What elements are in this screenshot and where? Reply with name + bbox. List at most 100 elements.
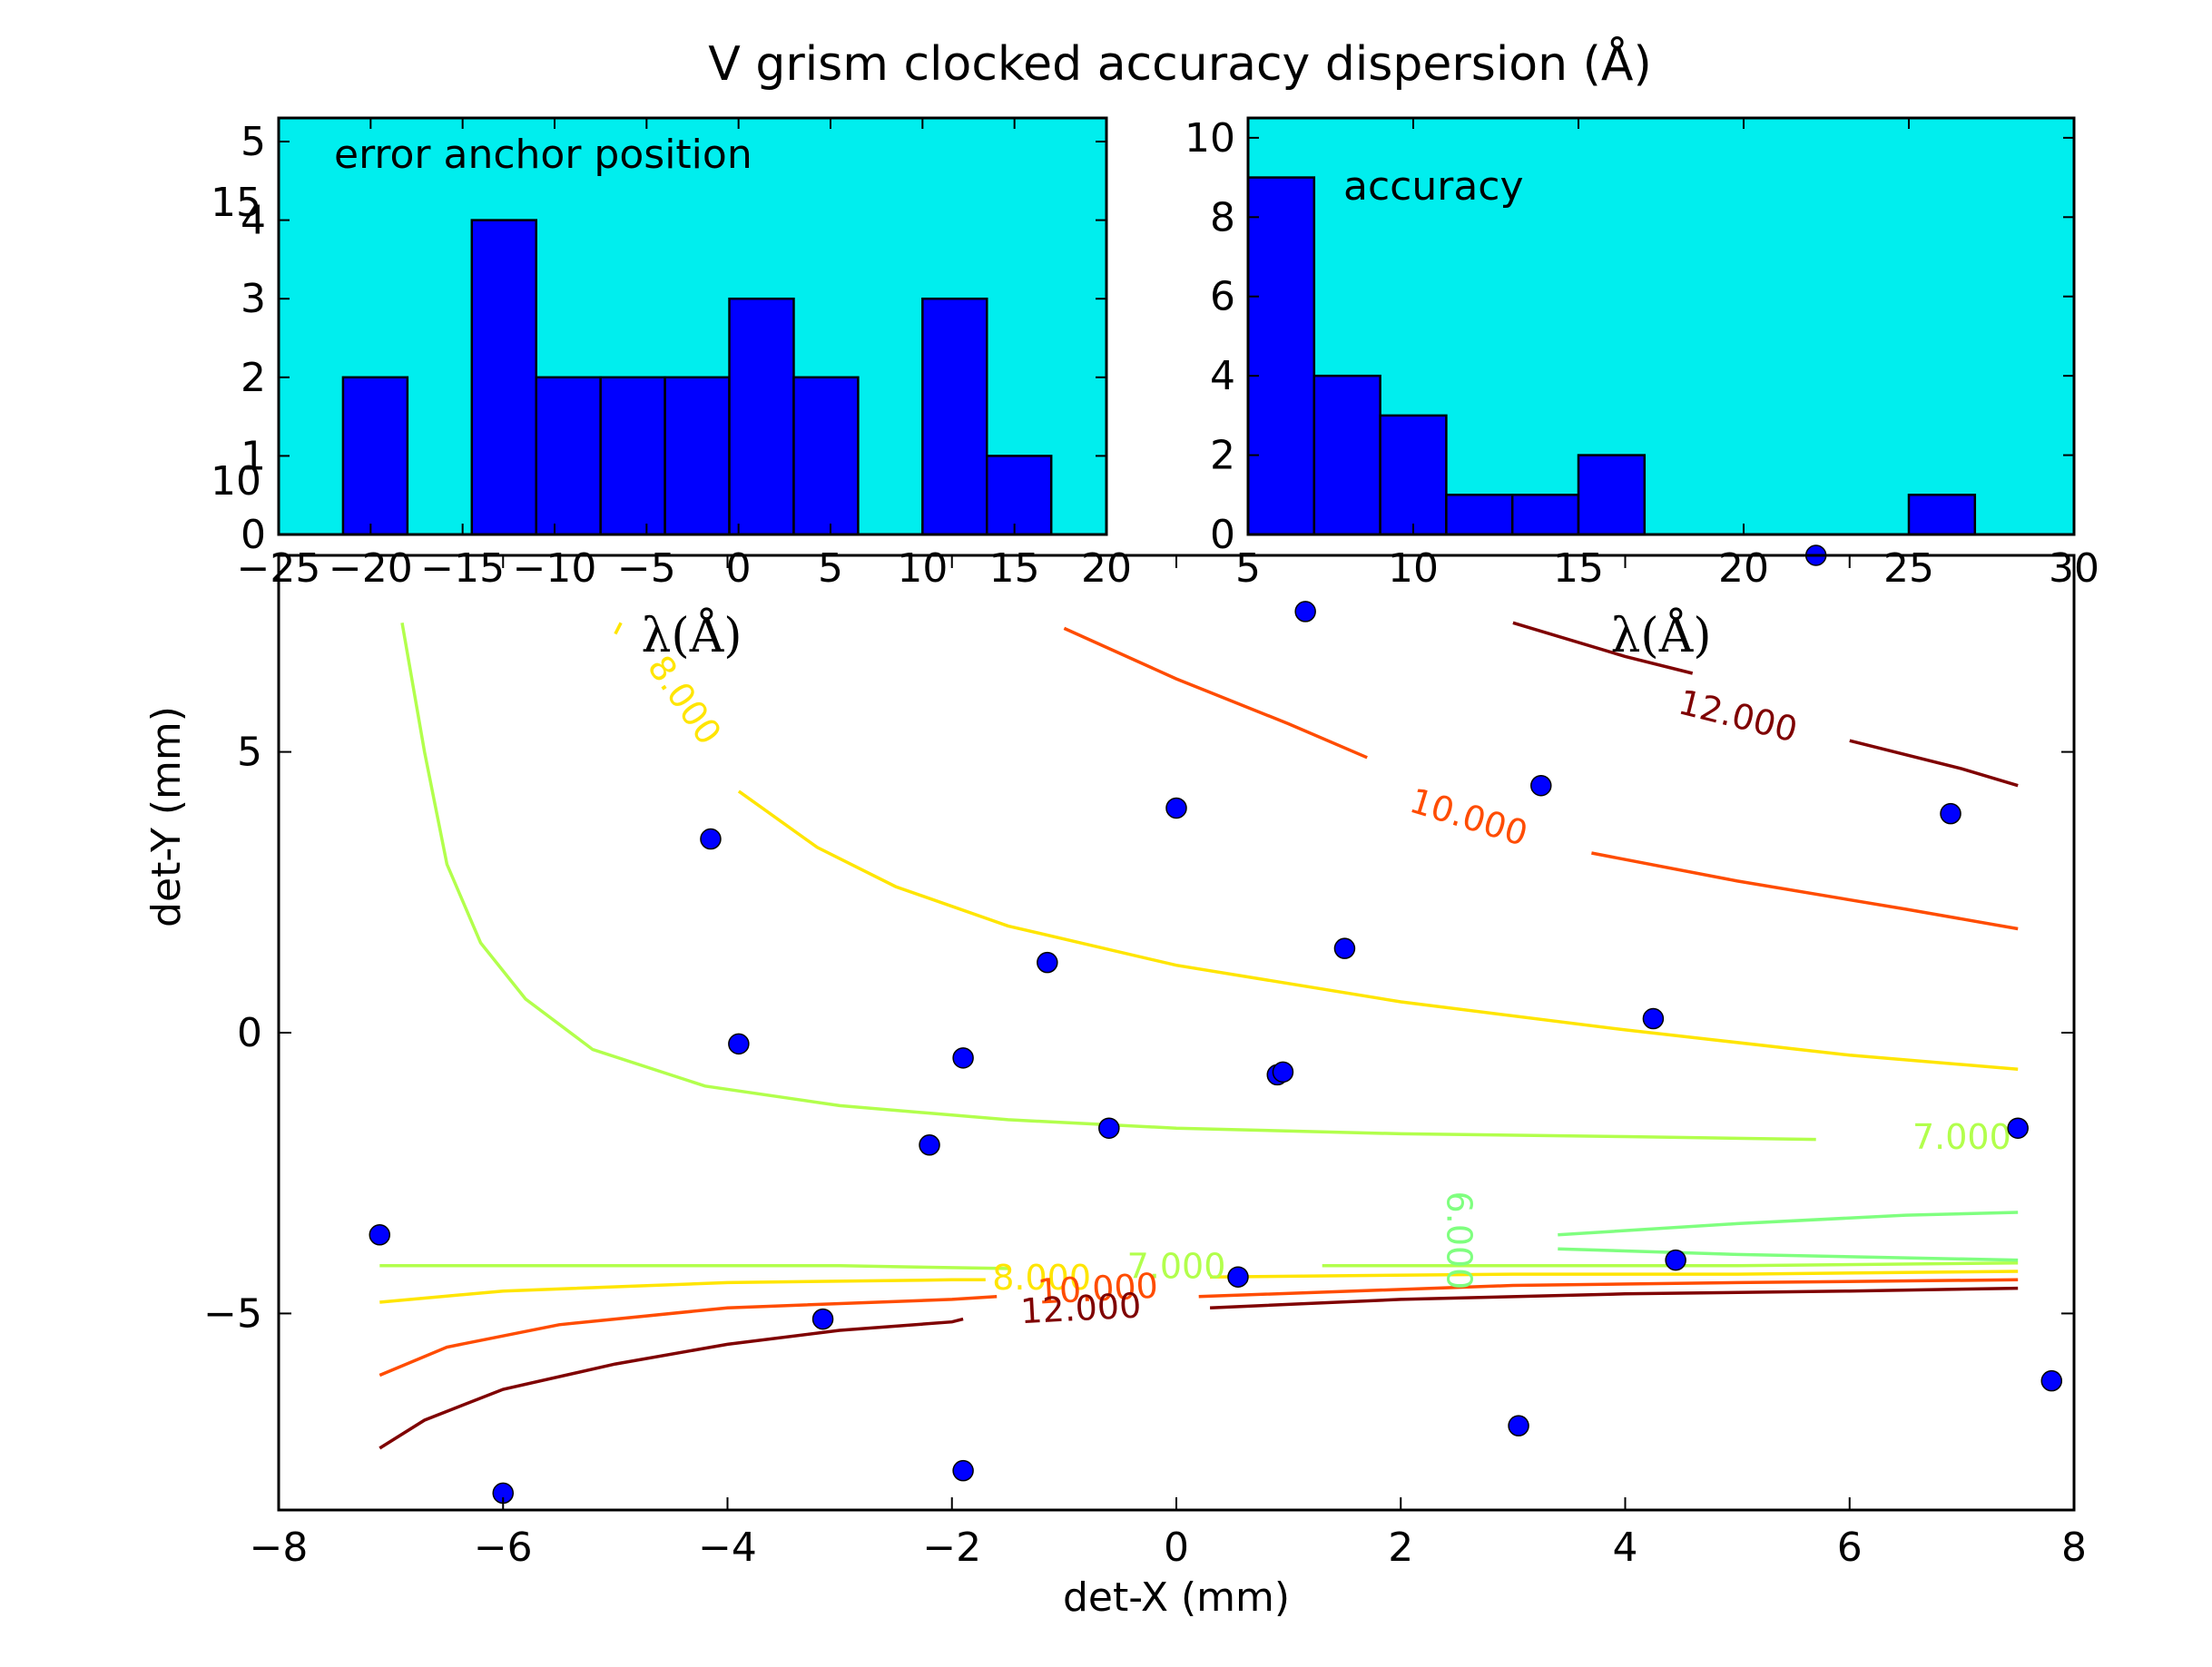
scatter-point-8 — [1037, 951, 1058, 974]
x-axis-label: det-X (mm) — [1063, 1574, 1290, 1621]
contour-label-7: 10.000 — [1037, 1266, 1159, 1312]
inset1-bar-3 — [535, 376, 602, 536]
scatter-point-15 — [1333, 937, 1356, 959]
main-plot-frame — [279, 555, 2074, 1510]
inset1-ytick-label-5: 5 — [241, 119, 266, 165]
inset2-ytick-label-5: 10 — [1185, 115, 1235, 162]
inset-error-anchor-position: −25 −20 −15 −10 −5 0 5 10 15 20 0 1 2 3 4 5 error ancho… — [237, 116, 1132, 663]
ytick-label-2: 5 — [237, 730, 262, 776]
scatter-point-21 — [2007, 1117, 2029, 1139]
xtick-label-6: 4 — [1613, 1525, 1638, 1571]
inset1-bar-7 — [792, 376, 860, 536]
inset1-bar-0 — [341, 376, 409, 536]
inset2-bar-10 — [1907, 494, 1977, 536]
xtick-label-5: 2 — [1388, 1525, 1413, 1571]
contour-line-5 — [1512, 621, 1694, 675]
figure-title: V grism clocked accuracy dispersion (Å) — [708, 35, 1652, 92]
xtick-label-7: 6 — [1837, 1525, 1863, 1571]
contour-label-6: 7.000 — [1127, 1246, 1226, 1286]
inset1-ytick-label-1: 1 — [241, 433, 266, 479]
scatter-point-5 — [919, 1134, 940, 1156]
inset-accuracy: 5 10 15 20 25 30 0 2 4 6 8 10 accuracy λ(Å) — [1185, 115, 2099, 663]
scatter-point-3 — [728, 1033, 750, 1055]
inset2-xtick-label-1: 10 — [1388, 545, 1439, 592]
inset1-xtick-label-7: 10 — [897, 545, 948, 592]
inset1-xtick-label-2: −15 — [420, 545, 505, 592]
inset1-xtick-label-3: −10 — [513, 545, 597, 592]
inset1-xtick-label-6: 5 — [818, 545, 843, 592]
scatter-point-4 — [811, 1308, 834, 1330]
ytick-label-1: 0 — [237, 1010, 262, 1056]
xtick-label-3: −2 — [922, 1525, 981, 1571]
scatter-point-13 — [1272, 1061, 1294, 1084]
scatter-point-7 — [952, 1459, 974, 1482]
inset1-xtick-label-8: 15 — [989, 545, 1040, 592]
scatter-point-18 — [1642, 1007, 1665, 1030]
inset1-ytick-label-2: 2 — [241, 355, 266, 401]
inset1-xtick-label-0: −25 — [237, 545, 321, 592]
scatter-points — [369, 544, 2063, 1505]
contour-lines — [378, 621, 2019, 1450]
inset2-ytick-label-1: 2 — [1210, 433, 1235, 479]
inset2-ytick-label-0: 0 — [1210, 512, 1235, 558]
inset2-bar-3 — [1445, 494, 1514, 536]
contour-line-2 — [614, 622, 623, 635]
inset1-border — [277, 116, 1108, 536]
scatter-point-20 — [1940, 802, 1961, 825]
xtick-label-1: −6 — [474, 1525, 533, 1571]
inset1-xtick-label-1: −20 — [329, 545, 413, 592]
inset1-xtick-label-5: 0 — [726, 545, 752, 592]
scatter-point-6 — [952, 1047, 974, 1069]
contour-line-14 — [1210, 1286, 2019, 1309]
inset2-histogram-bars — [1246, 176, 1977, 536]
contour-line-1 — [737, 789, 2019, 1071]
scatter-point-14 — [1294, 601, 1316, 623]
main-ticks: −8 −6 −4 −2 0 2 4 6 8 −5 0 5 — [203, 555, 2087, 1571]
contour-line-13 — [378, 1317, 964, 1450]
contour-line-7 — [379, 1264, 1008, 1270]
contour-line-10 — [1210, 1270, 2019, 1279]
scatter-point-0 — [369, 1224, 391, 1246]
inset2-x-axis-label: λ(Å) — [1610, 607, 1711, 663]
inset2-bar-5 — [1577, 454, 1647, 536]
inset1-bar-5 — [664, 376, 731, 536]
inset2-border — [1246, 116, 2076, 536]
contour-line-0 — [400, 623, 1816, 1142]
contour-label-5: 8.000 — [992, 1258, 1091, 1298]
main-plot-border — [277, 554, 2076, 1512]
scatter-point-22 — [2040, 1369, 2063, 1392]
contour-label-8: 12.000 — [1019, 1285, 1142, 1331]
inset2-ytick-label-4: 8 — [1210, 194, 1235, 240]
inset1-xtick-label-4: −5 — [617, 545, 676, 592]
inset2-bar-1 — [1312, 374, 1381, 536]
scatter-point-9 — [1098, 1117, 1120, 1139]
inset1-bar-9 — [921, 297, 988, 536]
scatter-point-11 — [1227, 1266, 1249, 1288]
inset2-title: accuracy — [1343, 163, 1524, 210]
inset2-xtick-label-4: 25 — [1883, 545, 1934, 592]
inset1-bar-4 — [599, 376, 666, 536]
inset2-ticks: 5 10 15 20 25 30 0 2 4 6 8 10 — [1185, 115, 2099, 592]
inset1-x-axis-label: λ(Å) — [641, 607, 742, 663]
inset2-bar-2 — [1379, 414, 1448, 536]
contour-line-11 — [378, 1295, 998, 1378]
contour-line-12 — [1198, 1278, 2019, 1299]
ytick-label-0: −5 — [203, 1290, 262, 1337]
inset1-bar-2 — [470, 219, 537, 536]
inset2-xtick-label-3: 20 — [1718, 545, 1769, 592]
scatter-point-19 — [1665, 1249, 1686, 1271]
xtick-label-0: −8 — [250, 1525, 309, 1571]
inset2-xtick-label-0: 5 — [1235, 545, 1261, 592]
xtick-label-8: 8 — [2061, 1525, 2087, 1571]
inset2-ytick-label-3: 6 — [1210, 274, 1235, 320]
xtick-label-2: −4 — [698, 1525, 757, 1571]
inset1-bar-10 — [986, 455, 1053, 536]
inset2-bar-4 — [1510, 494, 1580, 536]
scatter-point-10 — [1165, 797, 1187, 819]
y-axis-label: det-Y (mm) — [143, 706, 190, 927]
inset1-ytick-label-3: 3 — [241, 276, 266, 322]
inset1-ytick-label-0: 0 — [241, 512, 266, 558]
scatter-point-16 — [1508, 1415, 1529, 1437]
